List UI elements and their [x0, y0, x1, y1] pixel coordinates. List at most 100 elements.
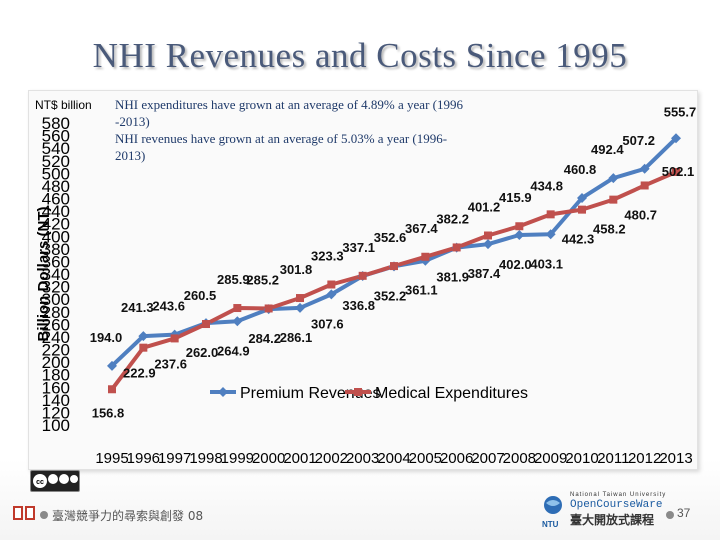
x-tick-label: 2003 — [346, 450, 379, 467]
data-label: 382.2 — [436, 211, 469, 226]
data-label: 352.2 — [374, 288, 407, 303]
data-label: 222.9 — [123, 366, 156, 381]
data-point-marker — [421, 252, 430, 261]
data-label: 381.9 — [436, 270, 469, 285]
data-point-marker — [515, 222, 524, 231]
footer-text: 臺灣競爭力的尋索與創發 08 — [52, 509, 204, 523]
x-tick-label: 2008 — [503, 450, 536, 467]
data-point-marker — [452, 243, 461, 252]
globe-icon — [544, 496, 562, 514]
data-label: 284.2 — [248, 331, 281, 346]
data-point-marker — [577, 192, 587, 203]
data-point-marker — [295, 302, 305, 313]
data-label: 241.3 — [121, 300, 154, 315]
note-line-3: NHI revenues have grown at an average of… — [115, 131, 448, 146]
slide-title: NHI Revenues and Costs Since 1995 — [92, 36, 628, 75]
ocw-name: OpenCourseWare — [570, 499, 663, 511]
y-tick-label: 240 — [42, 328, 70, 347]
data-label: 243.6 — [152, 299, 185, 314]
data-point-marker — [640, 181, 649, 190]
y-tick-label: 440 — [42, 202, 70, 221]
x-tick-label: 2010 — [565, 450, 598, 467]
data-label: 480.7 — [624, 207, 657, 222]
data-label: 555.7 — [664, 104, 697, 119]
creative-commons-icon: cc — [30, 470, 80, 492]
data-point-marker — [546, 210, 555, 219]
unit-label: NT$ billion — [35, 98, 92, 112]
data-label: 415.9 — [499, 190, 532, 205]
y-tick-label: 540 — [42, 139, 70, 158]
data-label: 402.0 — [499, 257, 532, 272]
y-tick-label: 260 — [42, 315, 70, 334]
data-point-marker — [138, 331, 149, 342]
x-tick-label: 2009 — [534, 450, 567, 467]
y-tick-label: 340 — [42, 265, 70, 284]
page-number: 37 — [677, 506, 691, 520]
y-tick-label: 180 — [42, 366, 70, 385]
y-tick-label: 580 — [42, 114, 70, 133]
data-point-marker — [232, 316, 243, 327]
svg-text:cc: cc — [36, 479, 44, 486]
data-point-marker — [578, 205, 586, 214]
data-point-marker — [608, 173, 619, 184]
data-point-marker — [672, 168, 680, 177]
data-label: 401.2 — [468, 199, 501, 214]
ntu-mark: NTU — [542, 520, 559, 529]
data-label: 264.9 — [217, 343, 250, 358]
x-tick-label: 2011 — [597, 450, 629, 467]
data-point-marker — [108, 385, 116, 394]
data-label: 260.5 — [184, 288, 217, 303]
data-label: 323.3 — [311, 249, 344, 264]
data-label: 262.0 — [186, 345, 219, 360]
data-label: 361.1 — [405, 283, 438, 298]
page-bullet — [666, 511, 674, 519]
x-tick-label: 2006 — [440, 450, 473, 467]
data-point-marker — [326, 289, 337, 300]
data-label: 367.4 — [405, 221, 438, 236]
x-tick-label: 1995 — [95, 450, 128, 467]
data-point-marker — [202, 320, 210, 329]
x-tick-label: 1997 — [158, 450, 191, 467]
ocw-chinese: 臺大開放式課程 — [570, 513, 655, 527]
data-point-marker — [107, 360, 117, 371]
y-tick-label: 220 — [42, 341, 70, 360]
x-tick-label: 2007 — [471, 450, 504, 467]
y-tick-label: 560 — [42, 127, 70, 146]
x-tick-label: 1998 — [189, 450, 222, 467]
data-label: 492.4 — [591, 142, 624, 157]
data-label: 442.3 — [562, 232, 595, 247]
data-label: 301.8 — [280, 262, 313, 277]
note-line-4: 2013) — [115, 148, 146, 163]
x-tick-label: 1999 — [221, 450, 254, 467]
x-tick-label: 2012 — [628, 450, 661, 467]
y-tick-label: 140 — [42, 391, 70, 410]
y-tick-label: 460 — [42, 190, 70, 209]
data-label: 458.2 — [593, 222, 626, 237]
data-point-marker — [609, 195, 618, 204]
data-point-marker — [514, 229, 525, 240]
data-point-marker — [264, 304, 273, 313]
y-tick-label: 520 — [42, 152, 70, 171]
data-label: 285.2 — [246, 272, 279, 287]
y-tick-label: 320 — [42, 278, 70, 297]
data-point-marker — [170, 334, 179, 343]
y-tick-label: 420 — [42, 215, 70, 234]
chart-notes: NHI expenditures have grown at an averag… — [115, 96, 535, 164]
ocw-university: National Taiwan University — [570, 492, 667, 498]
data-point-marker — [327, 280, 336, 289]
data-point-marker — [484, 231, 492, 240]
data-label: 337.1 — [342, 240, 375, 255]
y-tick-label: 280 — [42, 303, 70, 322]
data-point-marker — [639, 163, 650, 174]
footer-bullet — [40, 511, 48, 519]
y-tick-label: 200 — [42, 353, 70, 372]
x-tick-label: 1996 — [127, 450, 160, 467]
legend-label: Medical Expenditures — [375, 385, 528, 402]
y-tick-label: 160 — [42, 378, 70, 397]
y-tick-label: 300 — [42, 290, 70, 309]
data-label: 237.6 — [154, 356, 187, 371]
y-tick-label: 120 — [42, 403, 70, 422]
data-point-marker — [233, 304, 242, 313]
data-label: 286.1 — [280, 330, 313, 345]
